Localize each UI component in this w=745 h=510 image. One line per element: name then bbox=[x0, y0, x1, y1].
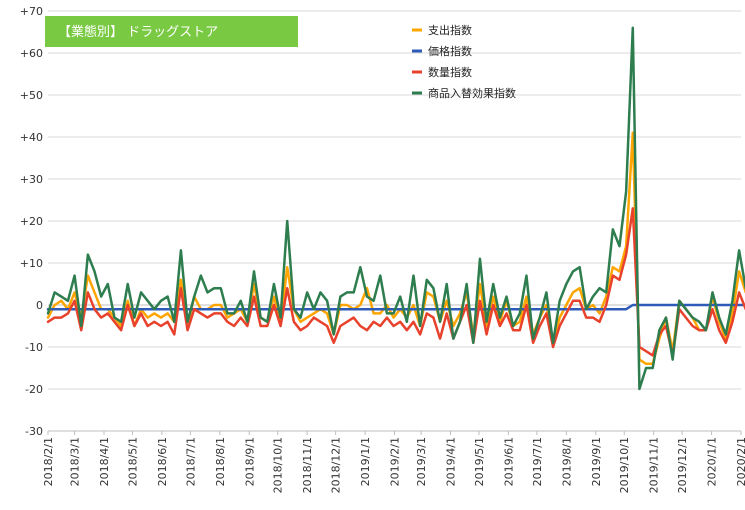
y-tick-label: +40 bbox=[20, 131, 43, 144]
x-tick-label: 2019/7/1 bbox=[531, 437, 544, 486]
gridlines bbox=[48, 10, 741, 432]
series-line-3 bbox=[46, 26, 745, 391]
y-tick-label: 0 bbox=[36, 299, 43, 312]
x-tick-label: 2018/8/1 bbox=[214, 437, 227, 486]
y-tick-label: +20 bbox=[20, 215, 43, 228]
y-tick-label: +70 bbox=[20, 5, 43, 18]
y-tick-label: +60 bbox=[20, 47, 43, 60]
x-tick-label: 2018/10/1 bbox=[272, 437, 285, 493]
x-tick-label: 2018/6/1 bbox=[156, 437, 169, 486]
chart-title-box: 【業態別】 ドラッグストア bbox=[45, 16, 298, 47]
y-tick-label: -30 bbox=[25, 425, 43, 438]
x-tick-label: 2019/3/1 bbox=[415, 437, 428, 486]
x-tick-label: 2019/5/1 bbox=[473, 437, 486, 486]
x-tick-label: 2019/9/1 bbox=[590, 437, 603, 486]
chart-title: 【業態別】 ドラッグストア bbox=[58, 24, 218, 40]
y-tick-label: -10 bbox=[25, 341, 43, 354]
x-tick-label: 2019/2/1 bbox=[389, 437, 402, 486]
x-tick-label: 2018/9/1 bbox=[243, 437, 256, 486]
x-tick-label: 2020/1/1 bbox=[706, 437, 719, 486]
y-axis: -30 -20 -10 0 +10 +20 +30 +40 +50 +60 +70 bbox=[20, 5, 43, 438]
x-tick-label: 2018/11/1 bbox=[301, 437, 314, 493]
y-tick-label: +50 bbox=[20, 89, 43, 102]
x-tick-label: 2018/12/1 bbox=[330, 437, 343, 493]
x-tick-label: 2019/11/1 bbox=[648, 437, 661, 493]
x-tick-label: 2019/10/1 bbox=[618, 437, 631, 493]
legend-label: 商品入替効果指数 bbox=[428, 86, 516, 100]
x-tick-label: 2018/3/1 bbox=[69, 437, 82, 486]
legend-label: 数量指数 bbox=[428, 65, 472, 79]
series-line-1 bbox=[46, 303, 745, 311]
y-tick-label: -20 bbox=[25, 383, 43, 396]
legend-label: 価格指数 bbox=[428, 44, 472, 58]
x-tick-label: 2018/2/1 bbox=[42, 437, 55, 486]
x-tick-label: 2019/12/1 bbox=[676, 437, 689, 493]
x-tick-label: 2018/5/1 bbox=[126, 437, 139, 486]
x-axis: 2018/2/1 2018/3/1 2018/4/1 2018/5/1 2018/6/1… bbox=[42, 430, 745, 493]
series-lines bbox=[46, 26, 745, 391]
x-tick-label: 2019/8/1 bbox=[560, 437, 573, 486]
series-line-2 bbox=[46, 207, 745, 357]
x-tick-label: 2020/2/1 bbox=[735, 437, 745, 486]
x-tick-label: 2019/6/1 bbox=[502, 437, 515, 486]
series-line-0 bbox=[46, 131, 745, 366]
x-tick-label: 2019/1/1 bbox=[359, 437, 372, 486]
y-tick-label: +10 bbox=[20, 257, 43, 270]
x-tick-label: 2018/4/1 bbox=[98, 437, 111, 486]
title-background bbox=[45, 16, 298, 47]
x-tick-label: 2019/4/1 bbox=[445, 437, 458, 486]
x-tick-label: 2018/7/1 bbox=[184, 437, 197, 486]
legend-label: 支出指数 bbox=[428, 23, 472, 37]
y-tick-label: +30 bbox=[20, 173, 43, 186]
